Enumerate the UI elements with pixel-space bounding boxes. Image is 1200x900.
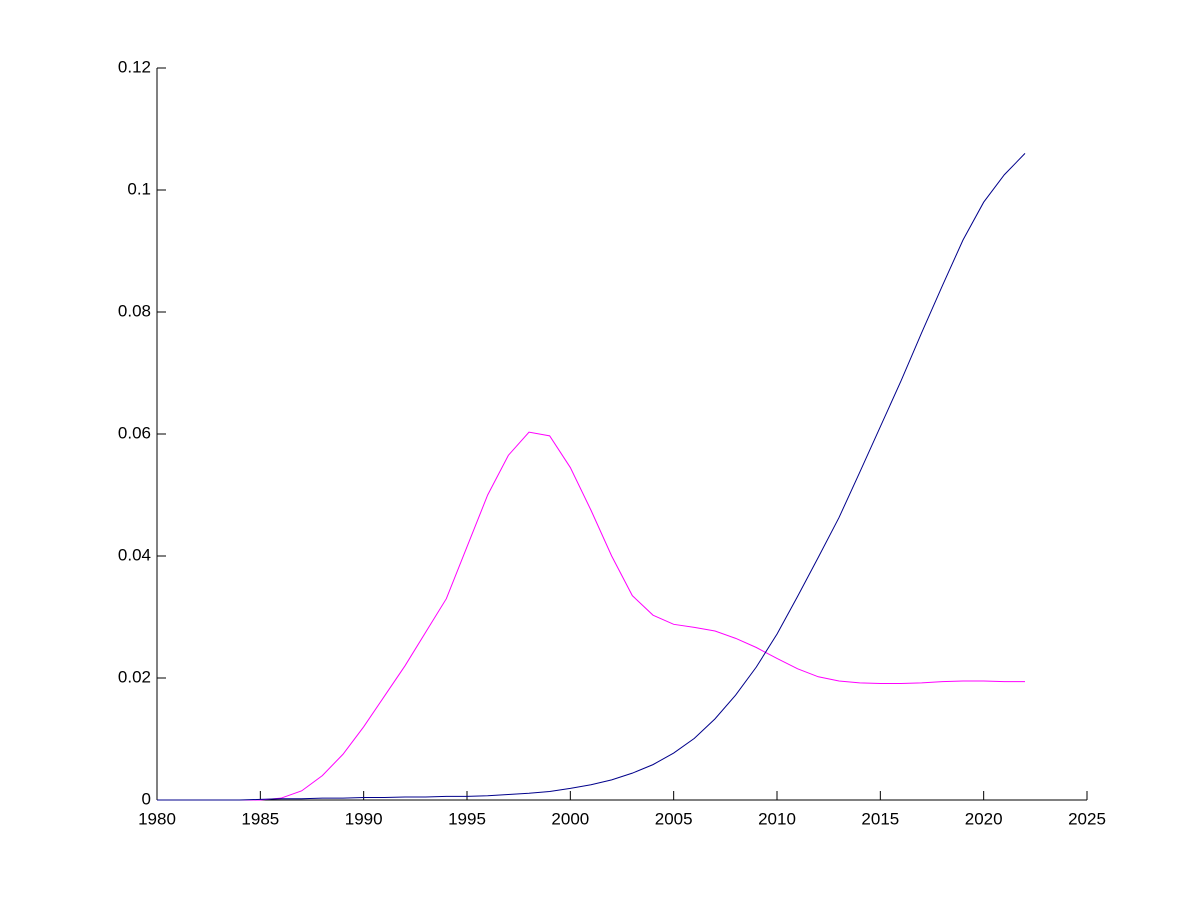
x-tick-label: 2010	[758, 809, 796, 828]
y-tick-label: 0.02	[118, 667, 151, 686]
x-tick-label: 2020	[965, 809, 1003, 828]
x-tick-label: 2025	[1068, 809, 1106, 828]
y-tick-label: 0.12	[118, 57, 151, 76]
x-tick-label: 1995	[448, 809, 486, 828]
y-tick-label: 0.06	[118, 423, 151, 442]
y-tick-label: 0.1	[127, 179, 151, 198]
x-tick-label: 1980	[138, 809, 176, 828]
y-tick-label: 0.04	[118, 545, 151, 564]
y-tick-label: 0	[142, 789, 151, 808]
x-tick-label: 2000	[551, 809, 589, 828]
x-tick-label: 1990	[345, 809, 383, 828]
x-tick-label: 2015	[861, 809, 899, 828]
y-tick-label: 0.08	[118, 301, 151, 320]
line	[157, 153, 1026, 801]
line	[157, 431, 1025, 801]
x-tick-label: 1985	[241, 809, 279, 828]
x-tick-label: 2005	[655, 809, 693, 828]
